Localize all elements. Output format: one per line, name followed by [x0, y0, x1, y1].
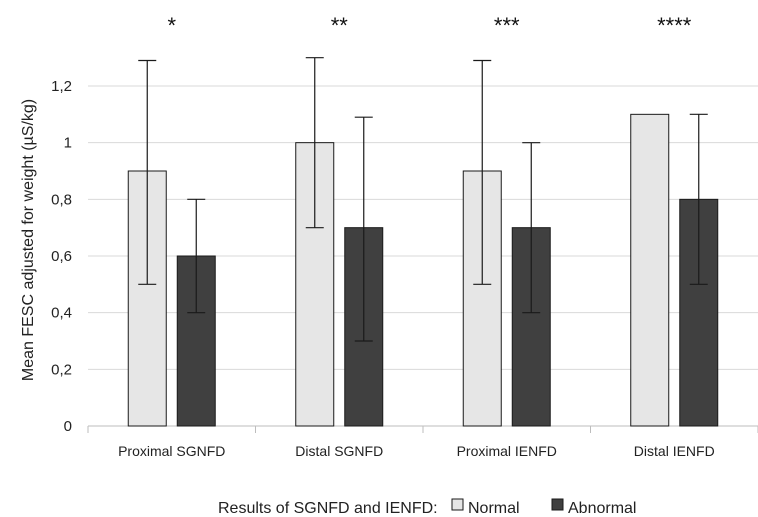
- y-tick-label: 0,2: [51, 361, 72, 378]
- y-tick-label: 0: [64, 418, 72, 435]
- y-tick-label: 0,8: [51, 191, 72, 208]
- y-tick-label: 1: [64, 135, 72, 152]
- x-axis: Proximal SGNFD Distal SGNFD Proximal IENFD…: [87, 426, 758, 459]
- y-axis-label: Mean FESC adjusted for weight (µS/kg): [20, 99, 37, 381]
- bars: [127, 113, 719, 427]
- legend: Results of SGNFD and IENFD: Normal Abnorm…: [218, 498, 636, 517]
- legend-label-abnormal: Abnormal: [568, 500, 636, 517]
- y-tick-label: 0,6: [51, 248, 72, 265]
- legend-title: Results of SGNFD and IENFD:: [218, 500, 438, 517]
- significance-marker: ****: [657, 13, 692, 38]
- legend-swatch-abnormal: [551, 498, 564, 511]
- category-label: Proximal IENFD: [457, 443, 557, 459]
- legend-swatch-normal: [451, 498, 464, 511]
- significance-markers: * ** *** ****: [167, 13, 691, 38]
- category-label: Proximal SGNFD: [118, 443, 225, 459]
- significance-marker: *: [167, 13, 176, 38]
- legend-label-normal: Normal: [468, 500, 520, 517]
- y-axis: 0 0,2 0,4 0,6 0,8 1 1,2: [51, 78, 72, 435]
- significance-marker: **: [331, 13, 349, 38]
- category-label: Distal IENFD: [634, 443, 715, 459]
- y-tick-label: 1,2: [51, 78, 72, 95]
- bar-abnormal-3: [679, 198, 719, 427]
- error-bars: [138, 57, 708, 342]
- category-label: Distal SGNFD: [295, 443, 383, 459]
- significance-marker: ***: [494, 13, 520, 38]
- y-tick-label: 0,4: [51, 305, 72, 322]
- bar-normal-3: [630, 113, 670, 427]
